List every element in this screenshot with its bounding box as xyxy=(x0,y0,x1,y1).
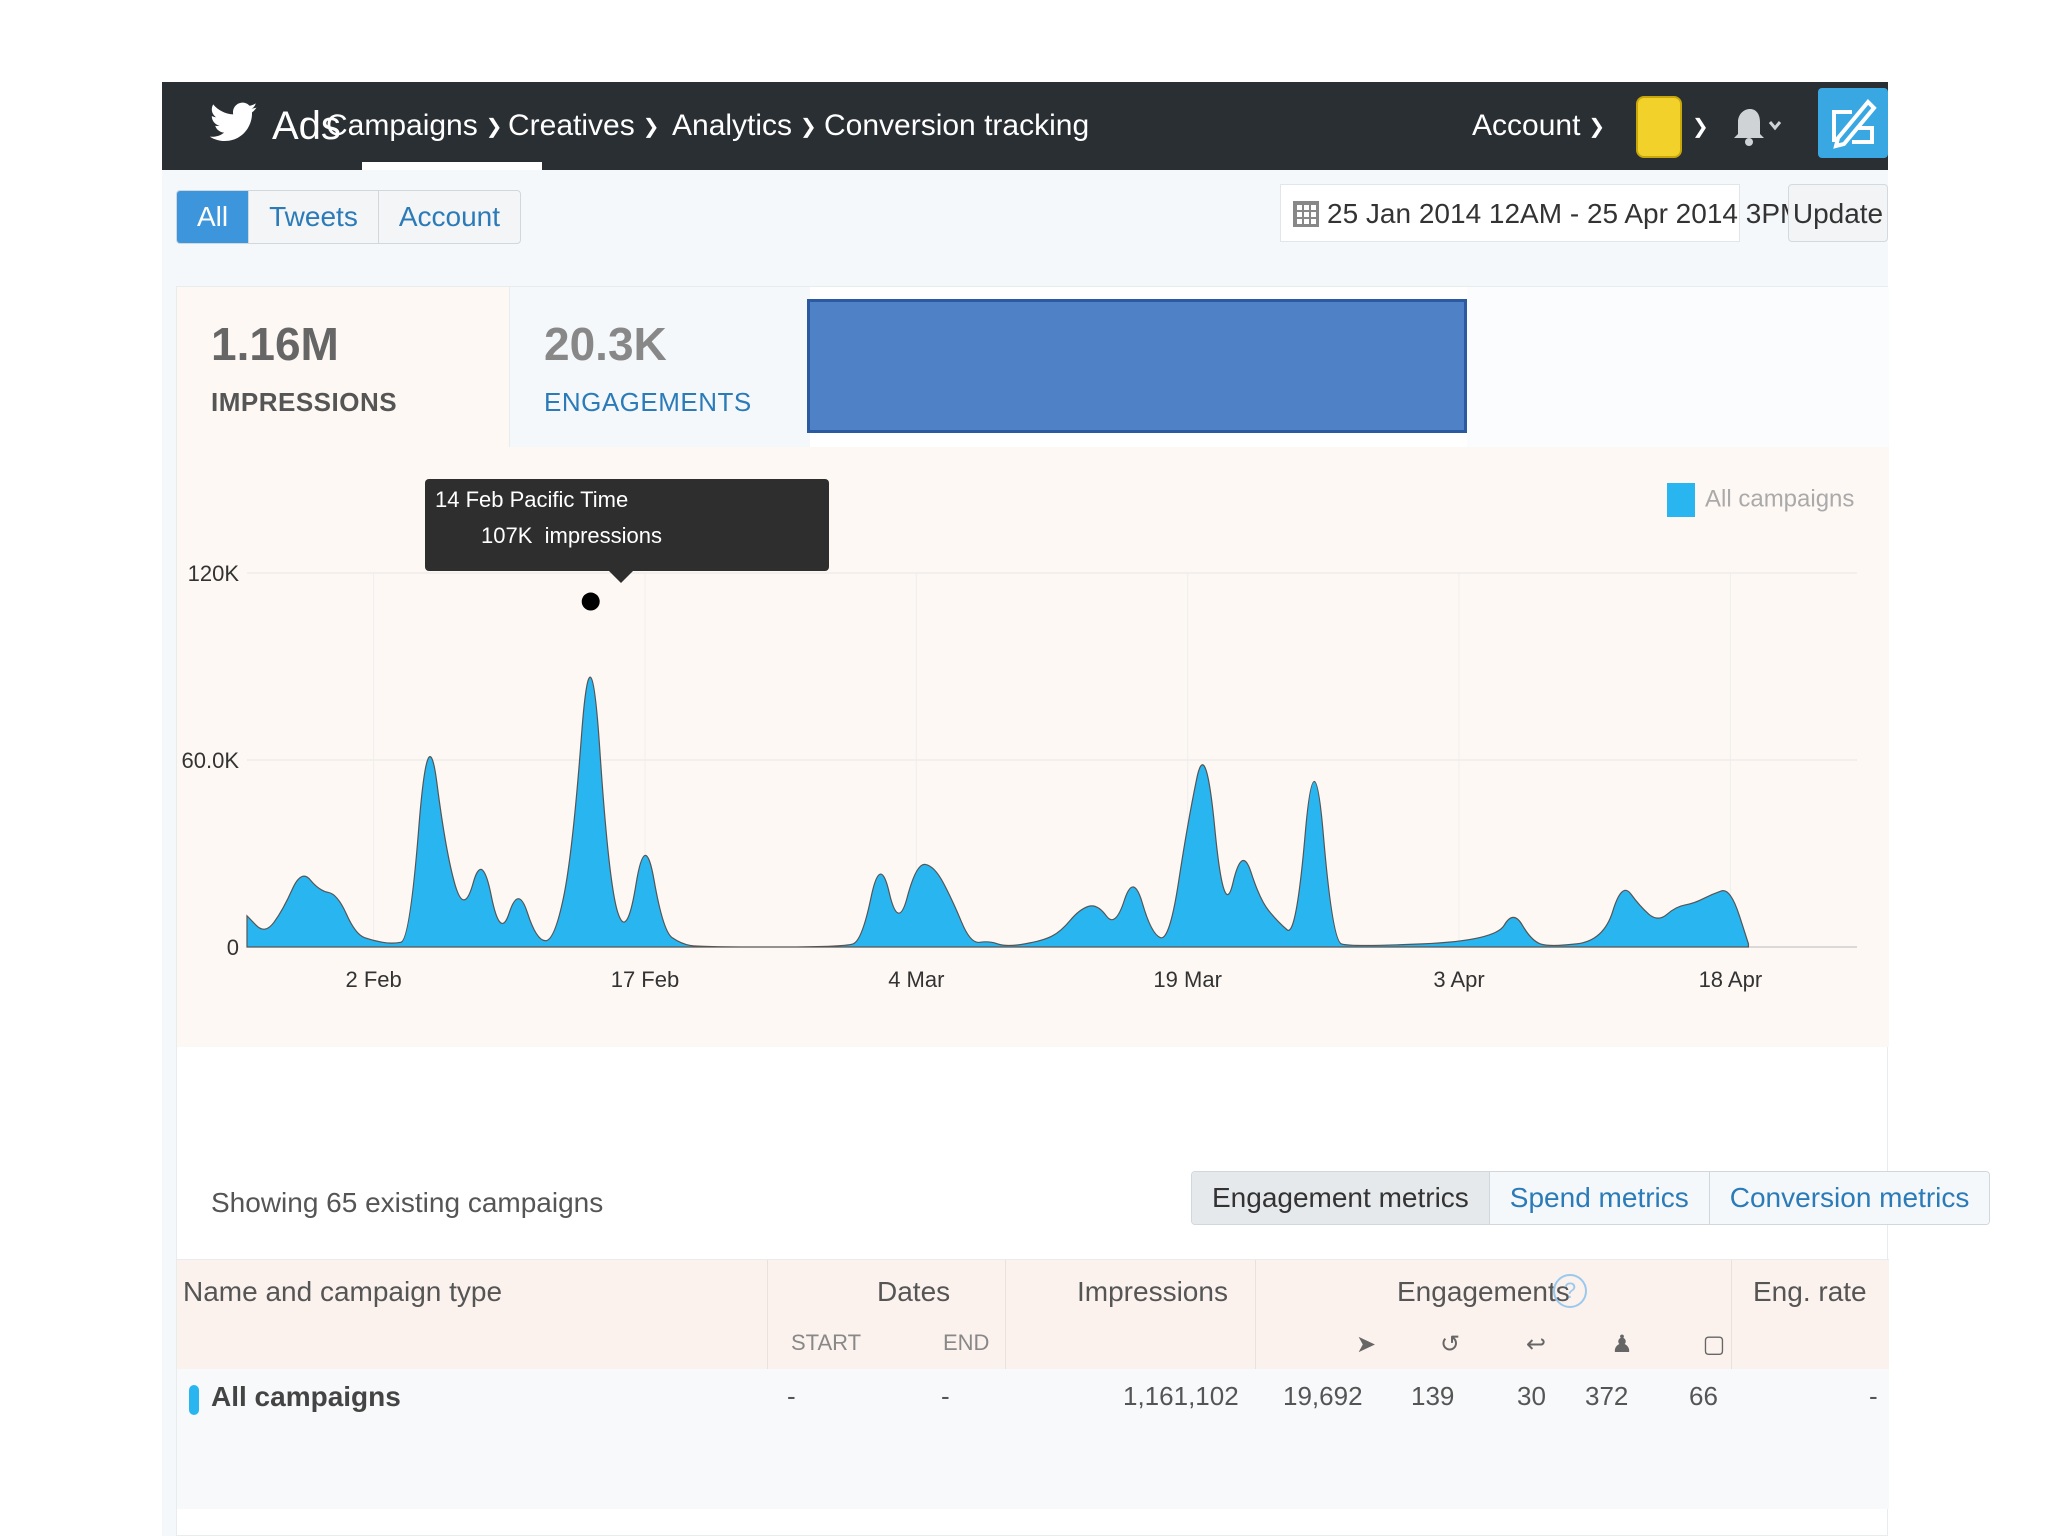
date-range-picker[interactable]: 25 Jan 2014 12AM - 25 Apr 2014 3PM xyxy=(1280,184,1803,242)
y-tick-label: 120K xyxy=(188,561,240,586)
nav-active-indicator xyxy=(362,162,542,170)
redacted-block xyxy=(807,299,1467,433)
nav-conversion-tracking-label: Conversion tracking xyxy=(824,109,1090,142)
cell-clicks: 19,692 xyxy=(1283,1381,1363,1411)
retweet-icon: ↺ xyxy=(1439,1331,1461,1358)
nav-analytics[interactable]: Analytics ❯ xyxy=(672,102,817,150)
series-area-all-campaigns xyxy=(246,676,1750,948)
nav-creatives[interactable]: Creatives ❯ xyxy=(508,102,659,150)
header-end[interactable]: END xyxy=(943,1330,990,1355)
click-icon: ➤ xyxy=(1355,1331,1377,1358)
kpi-strip-empty xyxy=(1467,287,1889,447)
card-icon: ▢ xyxy=(1702,1331,1726,1358)
tooltip-value-line: 107K impressions xyxy=(481,523,819,549)
highlight-point xyxy=(581,592,600,611)
chart-legend[interactable]: All campaigns xyxy=(1667,483,1854,517)
table-header: Name and campaign type Dates START END I… xyxy=(177,1259,1889,1371)
tooltip-value: 107K xyxy=(481,523,533,548)
calendar-icon xyxy=(1293,200,1319,227)
chevron-down-icon: ❯ xyxy=(800,116,817,139)
brand-text: Ads xyxy=(272,103,341,148)
table-row[interactable]: All campaigns - - 1,161,102 19,692 139 3… xyxy=(177,1369,1889,1509)
brand-logo[interactable]: Ads xyxy=(209,98,341,154)
account-avatar[interactable] xyxy=(1636,96,1682,158)
x-tick-label: 3 Apr xyxy=(1433,967,1484,992)
tab-account[interactable]: Account xyxy=(398,201,500,232)
update-button[interactable]: Update xyxy=(1788,184,1888,242)
kpi-impressions-label: IMPRESSIONS xyxy=(211,387,398,417)
chevron-down-icon: ❯ xyxy=(1588,116,1606,139)
chart-area: 0 60.0K 120K 2 Feb 17 Feb 4 Mar 19 Mar 3 Apr 18 … xyxy=(177,447,1889,1047)
nav-account[interactable]: Account ❯ xyxy=(1472,102,1605,150)
nav-account-label: Account xyxy=(1472,109,1581,142)
chart-tooltip: 14 Feb Pacific Time 107K impressions xyxy=(425,479,829,571)
header-divider xyxy=(1255,1260,1256,1370)
follow-icon: ♟ xyxy=(1611,1331,1633,1358)
x-tick-label: 4 Mar xyxy=(888,967,944,992)
stats-card: 1.16M IMPRESSIONS 20.3K ENGAGEMENTS 0 60.… xyxy=(176,286,1991,1536)
x-tick-label: 18 Apr xyxy=(1699,967,1763,992)
date-range-text: 25 Jan 2014 12AM - 25 Apr 2014 3PM xyxy=(1327,198,1804,229)
header-impressions[interactable]: Impressions xyxy=(1077,1276,1228,1307)
legend-swatch xyxy=(1667,483,1695,517)
y-tick-label: 0 xyxy=(227,935,239,960)
header-start[interactable]: START xyxy=(791,1330,862,1355)
impressions-chart: 0 60.0K 120K 2 Feb 17 Feb 4 Mar 19 Mar 3 Apr 18 … xyxy=(182,561,1857,992)
nav-creatives-label: Creatives xyxy=(508,109,635,142)
kpi-impressions-value: 1.16M xyxy=(211,318,339,370)
header-name[interactable]: Name and campaign type xyxy=(183,1276,503,1307)
cell-eng-rate: - xyxy=(1869,1381,1878,1411)
cell-retweets: 139 xyxy=(1411,1381,1455,1411)
kpi-engagements-value: 20.3K xyxy=(544,318,667,370)
tab-all[interactable]: All xyxy=(177,191,250,243)
campaign-color-marker xyxy=(189,1385,199,1415)
y-tick-label: 60.0K xyxy=(182,748,240,773)
nav-analytics-label: Analytics xyxy=(672,109,793,142)
cell-follows: 372 xyxy=(1585,1381,1629,1411)
tab-conversion-metrics[interactable]: Conversion metrics xyxy=(1709,1172,1990,1224)
campaign-name[interactable]: All campaigns xyxy=(211,1381,401,1412)
header-divider xyxy=(767,1260,768,1370)
kpi-engagements-label: ENGAGEMENTS xyxy=(544,387,752,417)
nav-campaigns[interactable]: Campaigns ❯ xyxy=(326,102,503,150)
metrics-tabs: Engagement metrics Spend metrics Convers… xyxy=(1191,1171,1991,1225)
tab-engagement-metrics[interactable]: Engagement metrics xyxy=(1192,1172,1490,1224)
cell-replies: 30 xyxy=(1517,1381,1546,1411)
cell-end: - xyxy=(941,1381,950,1411)
tooltip-arrow xyxy=(609,571,633,583)
help-icon[interactable]: ? xyxy=(1553,1274,1587,1308)
header-eng-rate[interactable]: Eng. rate xyxy=(1753,1276,1867,1307)
cell-impressions: 1,161,102 xyxy=(1123,1381,1239,1411)
tab-tweets[interactable]: Tweets xyxy=(249,191,379,243)
header-divider xyxy=(1731,1260,1732,1370)
x-tick-label: 19 Mar xyxy=(1153,967,1221,992)
tooltip-title: 14 Feb Pacific Time xyxy=(435,487,629,512)
twitter-bird-icon xyxy=(209,102,258,151)
legend-label: All campaigns xyxy=(1705,485,1855,513)
chevron-down-icon: ❯ xyxy=(1692,115,1709,138)
chevron-down-icon: ❯ xyxy=(485,116,503,139)
chevron-down-icon: ❯ xyxy=(642,116,660,139)
reply-icon: ↩ xyxy=(1525,1331,1547,1358)
campaign-count-text: Showing 65 existing campaigns xyxy=(211,1187,604,1218)
cell-cards: 66 xyxy=(1689,1381,1718,1411)
top-nav-bar: Ads Campaigns ❯ Creatives ❯ Analytics ❯ Con… xyxy=(162,82,1888,170)
tooltip-unit: impressions xyxy=(544,523,662,548)
compose-icon[interactable] xyxy=(1818,88,1888,158)
ads-app: Ads Campaigns ❯ Creatives ❯ Analytics ❯ Con… xyxy=(162,82,1991,1536)
x-tick-label: 2 Feb xyxy=(345,967,401,992)
filter-tabs: All Tweets Account xyxy=(176,190,521,244)
nav-conversion-tracking[interactable]: Conversion tracking xyxy=(824,102,1089,150)
kpi-engagements[interactable]: 20.3K ENGAGEMENTS xyxy=(509,287,810,447)
x-tick-label: 17 Feb xyxy=(611,967,680,992)
kpi-impressions[interactable]: 1.16M IMPRESSIONS xyxy=(177,287,509,447)
account-avatar-dropdown[interactable]: ❯ xyxy=(1684,102,1709,150)
bell-icon[interactable] xyxy=(1728,104,1784,150)
header-divider xyxy=(1005,1260,1006,1370)
cell-start: - xyxy=(787,1381,796,1411)
tab-spend-metrics[interactable]: Spend metrics xyxy=(1489,1172,1710,1224)
header-engagements[interactable]: Engagements xyxy=(1397,1276,1570,1307)
nav-campaigns-label: Campaigns xyxy=(326,109,478,142)
header-dates: Dates xyxy=(877,1276,951,1307)
